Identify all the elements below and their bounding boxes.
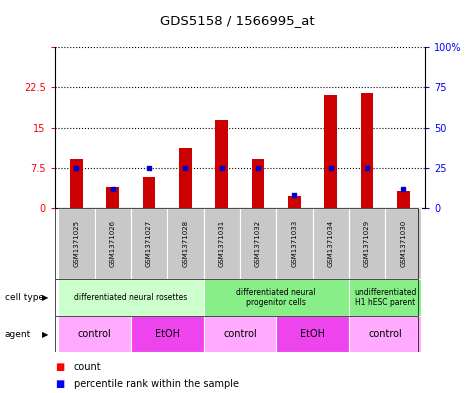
Bar — [58, 279, 204, 316]
Text: cell type: cell type — [5, 293, 44, 302]
Bar — [276, 208, 313, 279]
Bar — [204, 279, 349, 316]
Text: control: control — [78, 329, 112, 339]
Text: control: control — [368, 329, 402, 339]
Bar — [215, 119, 228, 208]
Bar — [397, 191, 409, 208]
Text: ▶: ▶ — [42, 330, 48, 338]
Bar — [252, 159, 265, 208]
Text: differentiated neural
progenitor cells: differentiated neural progenitor cells — [237, 288, 316, 307]
Text: undifferentiated
H1 hESC parent: undifferentiated H1 hESC parent — [354, 288, 417, 307]
Text: differentiated neural rosettes: differentiated neural rosettes — [74, 293, 188, 302]
Text: EtOH: EtOH — [155, 329, 180, 339]
Text: GSM1371027: GSM1371027 — [146, 220, 152, 267]
Bar — [361, 93, 373, 208]
Text: GSM1371028: GSM1371028 — [182, 220, 189, 267]
Text: percentile rank within the sample: percentile rank within the sample — [74, 379, 238, 389]
Text: GSM1371030: GSM1371030 — [400, 220, 406, 267]
Bar — [349, 316, 421, 352]
Text: agent: agent — [5, 330, 31, 338]
Text: GSM1371033: GSM1371033 — [291, 220, 297, 267]
Bar — [240, 208, 276, 279]
Text: GSM1371026: GSM1371026 — [110, 220, 116, 267]
Text: GSM1371029: GSM1371029 — [364, 220, 370, 267]
Bar — [167, 208, 204, 279]
Text: count: count — [74, 362, 101, 373]
Bar — [204, 316, 276, 352]
Text: EtOH: EtOH — [300, 329, 325, 339]
Bar — [70, 159, 83, 208]
Bar — [58, 316, 131, 352]
Text: GDS5158 / 1566995_at: GDS5158 / 1566995_at — [160, 14, 315, 27]
Bar — [288, 196, 301, 208]
Bar — [131, 208, 167, 279]
Text: ■: ■ — [55, 379, 64, 389]
Text: GSM1371034: GSM1371034 — [328, 220, 333, 267]
Text: ■: ■ — [55, 362, 64, 373]
Text: GSM1371031: GSM1371031 — [218, 220, 225, 267]
Bar — [131, 316, 204, 352]
Bar — [385, 208, 421, 279]
Bar — [349, 279, 421, 316]
Text: GSM1371025: GSM1371025 — [74, 220, 79, 267]
Bar — [106, 187, 119, 208]
Bar — [204, 208, 240, 279]
Bar — [349, 208, 385, 279]
Bar — [95, 208, 131, 279]
Bar — [276, 316, 349, 352]
Bar — [58, 208, 95, 279]
Bar — [142, 177, 155, 208]
Text: GSM1371032: GSM1371032 — [255, 220, 261, 267]
Bar — [324, 95, 337, 208]
Bar — [179, 148, 192, 208]
Text: ▶: ▶ — [42, 293, 48, 302]
Text: control: control — [223, 329, 257, 339]
Bar — [313, 208, 349, 279]
